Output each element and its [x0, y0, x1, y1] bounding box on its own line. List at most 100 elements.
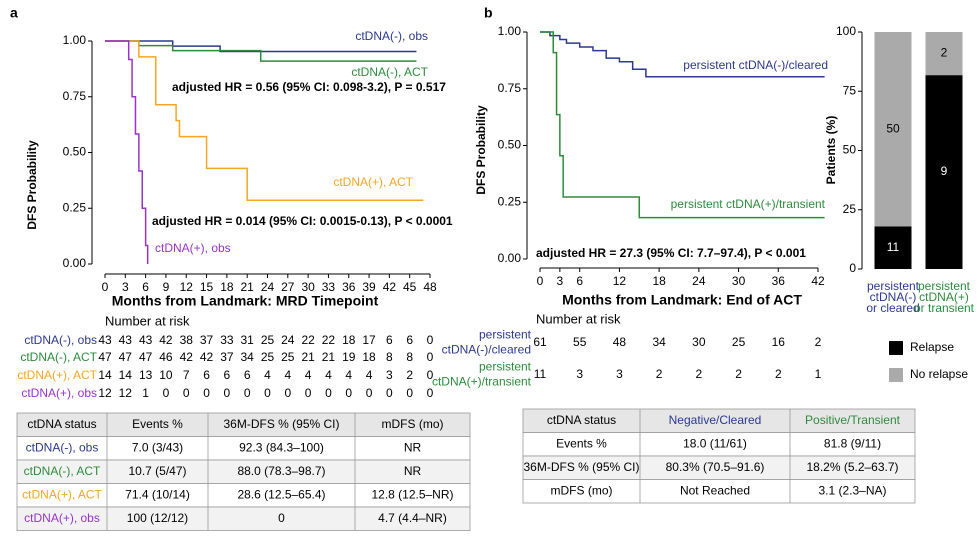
y-tick-label: 100 — [836, 24, 856, 38]
risk-count: 33 — [220, 333, 234, 347]
risk-count: 0 — [427, 350, 434, 364]
x-tick-label: or transient — [914, 301, 975, 315]
y-tick-label: 50 — [843, 143, 857, 157]
risk-row-label: persistent — [479, 360, 532, 374]
risk-count: 0 — [366, 386, 373, 400]
y-tick-label: 0.50 — [63, 145, 87, 159]
km-curve — [105, 40, 149, 264]
risk-count: 46 — [159, 350, 173, 364]
risk-count: 6 — [386, 333, 393, 347]
x-tick-label: 33 — [322, 280, 336, 294]
x-tick-label: 6 — [576, 274, 583, 288]
risk-count: 18 — [362, 350, 376, 364]
x-tick-label: 42 — [811, 274, 825, 288]
x-tick-label: 48 — [423, 280, 437, 294]
x-tick-label: persistent — [867, 279, 920, 293]
risk-count: 6 — [406, 333, 413, 347]
table-cell: ctDNA(-), obs — [26, 440, 99, 454]
legend-label: No relapse — [910, 367, 968, 381]
x-tick-label: 0 — [102, 280, 109, 294]
x-tick-label: ctDNA(-) — [870, 290, 917, 304]
x-tick-label: 27 — [281, 280, 295, 294]
panel-label: b — [484, 5, 493, 21]
risk-count: 8 — [406, 350, 413, 364]
panel-label: a — [10, 5, 18, 21]
risk-title: Number at risk — [105, 313, 190, 328]
risk-count: 43 — [98, 333, 112, 347]
risk-row-label: ctDNA(-)/cleared — [442, 343, 531, 357]
km-curve — [105, 40, 424, 201]
bar-count: 50 — [886, 121, 900, 135]
table-cell: 0 — [278, 511, 285, 525]
x-tick-label: 36 — [342, 280, 356, 294]
x-tick-label: 15 — [200, 280, 214, 294]
risk-count: 24 — [281, 333, 295, 347]
risk-count: 2 — [656, 367, 663, 381]
table-cell: Events % — [556, 436, 607, 450]
risk-count: 0 — [163, 386, 170, 400]
risk-count: 0 — [224, 386, 231, 400]
table-header: 36M-DFS % (95% CI) — [223, 417, 339, 431]
bar-segment — [874, 226, 912, 269]
risk-count: 25 — [732, 335, 746, 349]
risk-count: 7 — [183, 368, 190, 382]
y-tick-label: 75 — [843, 83, 857, 97]
risk-count: 0 — [406, 386, 413, 400]
x-tick-label: 18 — [652, 274, 666, 288]
x-tick-label: 24 — [692, 274, 706, 288]
table-cell: 18.0 (11/61) — [683, 436, 747, 450]
risk-count: 0 — [284, 386, 291, 400]
table-cell: 71.4 (10/14) — [125, 487, 190, 501]
risk-title: Number at risk — [536, 311, 621, 326]
x-tick-label: 39 — [362, 280, 376, 294]
risk-count: 4 — [366, 368, 373, 382]
risk-count: 3 — [576, 367, 583, 381]
table-cell: Not Reached — [680, 483, 750, 497]
bar-segment — [874, 32, 912, 227]
x-axis-label: Months from Landmark: End of ACT — [562, 292, 802, 308]
risk-count: 42 — [180, 350, 194, 364]
table-header: ctDNA status — [547, 413, 616, 427]
risk-count: 14 — [98, 368, 112, 382]
km-curve — [540, 31, 825, 219]
risk-count: 2 — [815, 335, 822, 349]
x-tick-label: 3 — [122, 280, 129, 294]
risk-count: 48 — [613, 335, 627, 349]
risk-count: 0 — [427, 333, 434, 347]
table-cell: mDFS (mo) — [551, 483, 613, 497]
x-tick-label: 24 — [261, 280, 275, 294]
risk-count: 43 — [139, 333, 153, 347]
y-tick-label: 0.00 — [63, 256, 87, 270]
y-tick-label: 0.75 — [498, 81, 522, 95]
risk-count: 4 — [345, 368, 352, 382]
bar-count: 2 — [941, 46, 948, 60]
risk-count: 10 — [159, 368, 173, 382]
risk-row-label: ctDNA(-), ACT — [20, 350, 97, 364]
risk-count: 12 — [98, 386, 112, 400]
table-header: Positive/Transient — [805, 413, 901, 427]
table-cell: 80.3% (70.5–91.6) — [666, 460, 765, 474]
series-label: persistent ctDNA(-)/cleared — [683, 58, 828, 72]
table-cell: ctDNA(+), ACT — [22, 487, 102, 501]
risk-count: 0 — [427, 368, 434, 382]
y-tick-label: 1.00 — [63, 33, 87, 47]
series-label: ctDNA(-), obs — [355, 29, 428, 43]
y-tick-label: 1.00 — [498, 24, 522, 38]
risk-count: 4 — [305, 368, 312, 382]
y-tick-label: 0 — [849, 261, 856, 275]
risk-count: 42 — [200, 350, 214, 364]
risk-count: 18 — [342, 333, 356, 347]
table-cell: 10.7 (5/47) — [128, 464, 186, 478]
annotation: adjusted HR = 27.3 (95% CI: 7.7–97.4), P… — [536, 246, 806, 260]
series-label: persistent ctDNA(+)/transient — [671, 197, 826, 211]
x-tick-label: 42 — [383, 280, 397, 294]
risk-row-label: ctDNA(+), obs — [21, 386, 97, 400]
risk-count: 0 — [305, 386, 312, 400]
risk-count: 21 — [322, 350, 336, 364]
table-cell: NR — [404, 440, 422, 454]
risk-count: 55 — [573, 335, 587, 349]
y-axis-label: DFS Probability — [474, 105, 488, 195]
x-tick-label: 18 — [220, 280, 234, 294]
table-header: Negative/Cleared — [669, 413, 762, 427]
table-cell: 7.0 (3/43) — [132, 440, 183, 454]
